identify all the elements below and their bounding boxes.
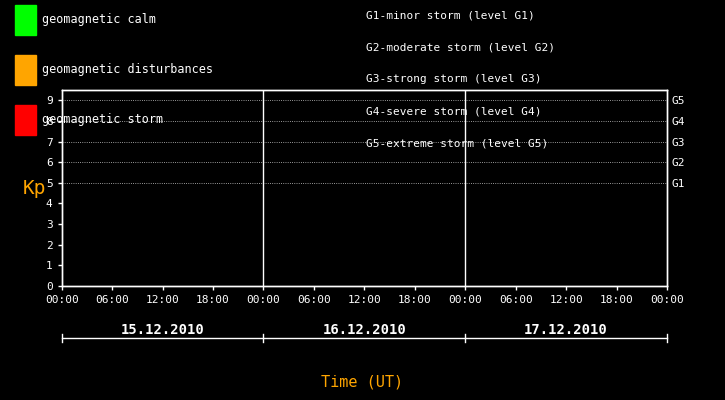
Text: 15.12.2010: 15.12.2010 bbox=[120, 323, 204, 337]
Text: geomagnetic disturbances: geomagnetic disturbances bbox=[42, 64, 213, 76]
Text: G2-moderate storm (level G2): G2-moderate storm (level G2) bbox=[366, 42, 555, 52]
Text: G4-severe storm (level G4): G4-severe storm (level G4) bbox=[366, 106, 542, 116]
Text: geomagnetic calm: geomagnetic calm bbox=[42, 14, 156, 26]
Text: 17.12.2010: 17.12.2010 bbox=[524, 323, 608, 337]
Text: G3-strong storm (level G3): G3-strong storm (level G3) bbox=[366, 74, 542, 84]
Text: G5-extreme storm (level G5): G5-extreme storm (level G5) bbox=[366, 138, 548, 148]
Text: 16.12.2010: 16.12.2010 bbox=[323, 323, 406, 337]
Y-axis label: Kp: Kp bbox=[23, 178, 46, 198]
Text: geomagnetic storm: geomagnetic storm bbox=[42, 114, 163, 126]
Text: G1-minor storm (level G1): G1-minor storm (level G1) bbox=[366, 10, 535, 20]
Text: Time (UT): Time (UT) bbox=[321, 374, 404, 390]
